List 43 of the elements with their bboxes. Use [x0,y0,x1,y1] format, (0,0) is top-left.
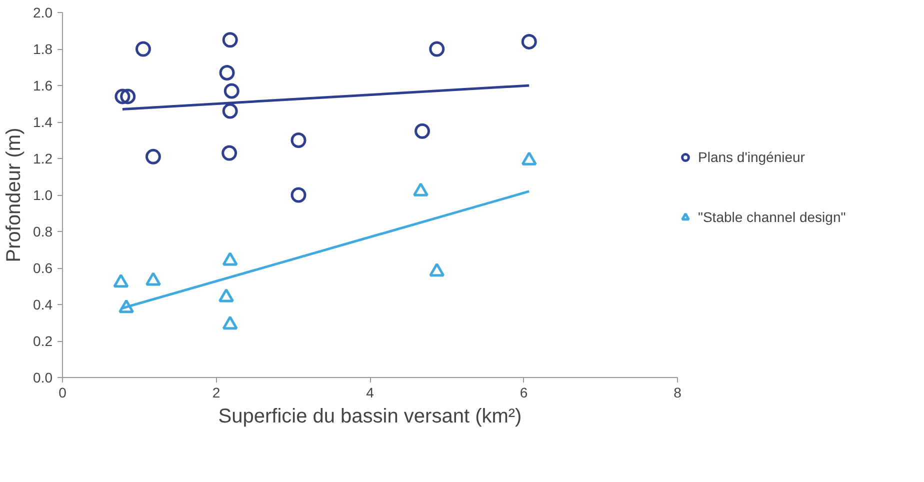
point [114,88,130,104]
point [429,41,445,57]
point [412,182,428,196]
y-tick-label: 1.0 [33,187,53,203]
point [290,187,306,203]
y-tick-label: 0.6 [33,260,53,276]
point [414,123,430,139]
point [145,272,161,286]
point [222,252,238,266]
x-axis-title: Superficie du bassin versant (km²) [218,406,522,428]
x-tick-label: 0 [58,384,67,400]
x-tick-label: 4 [366,384,374,400]
point [521,34,537,50]
x-tick-label: 2 [212,384,220,400]
legend-label: Plans d'ingénieur [698,149,805,165]
point [219,64,235,80]
y-tick-label: 1.4 [33,114,53,130]
y-tick-label: 0.8 [33,224,53,240]
point [135,41,151,57]
point [521,152,537,166]
point [222,316,238,330]
point [113,274,129,288]
y-axis-title: Profondeur (m) [3,128,26,262]
point [118,299,134,314]
legend-label: "Stable channel design" [698,209,846,225]
y-tick-label: 1.6 [33,78,53,94]
point [429,262,445,277]
point [218,288,234,302]
point [290,132,306,148]
point [222,32,238,48]
x-tick-label: 6 [520,384,528,400]
point [145,148,161,164]
y-tick-label: 0.0 [33,370,53,386]
point [224,83,240,99]
point [222,103,238,119]
y-tick-label: 1.8 [33,41,53,57]
y-tick-label: 1.2 [33,150,53,166]
point [222,145,238,161]
y-tick-label: 0.4 [33,296,53,312]
y-tick-label: 2.0 [33,4,53,20]
x-tick-label: 8 [674,384,682,400]
point [120,88,136,104]
y-tick-label: 0.2 [33,333,53,349]
